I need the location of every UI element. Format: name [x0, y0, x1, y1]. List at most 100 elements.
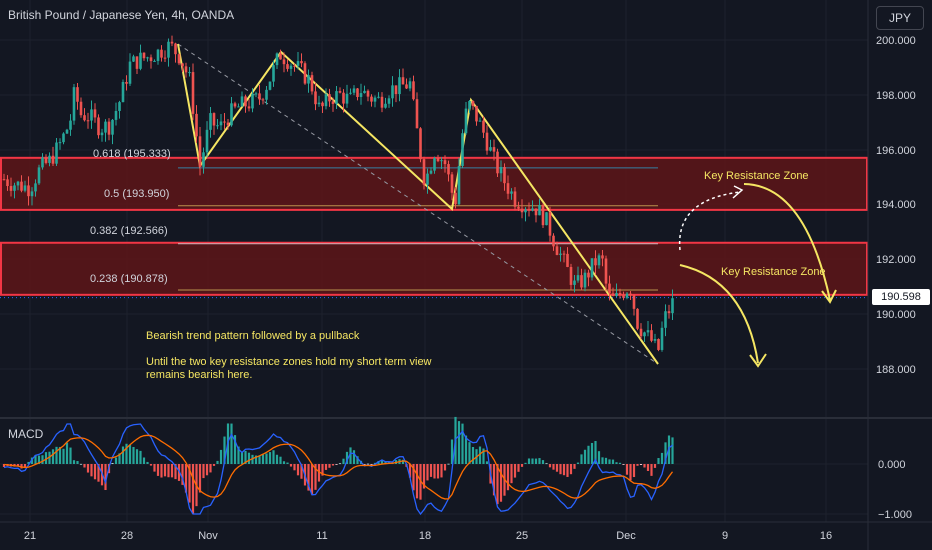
- candle-body: [422, 159, 426, 185]
- candle-body: [20, 181, 23, 191]
- macd-histogram-bar: [93, 464, 97, 480]
- time-axis-label: 11: [316, 530, 327, 542]
- macd-histogram-bar: [324, 464, 328, 470]
- macd-histogram-bar: [499, 464, 503, 502]
- candle-body: [534, 208, 538, 216]
- macd-histogram-bar: [555, 464, 559, 472]
- macd-histogram-bar: [580, 454, 583, 464]
- fib-label-05: 0.5 (193.950): [104, 188, 170, 200]
- macd-histogram-bar: [478, 446, 482, 464]
- candle-body: [503, 167, 506, 184]
- macd-histogram-bar: [646, 464, 650, 471]
- macd-histogram-bar: [464, 435, 468, 464]
- macd-histogram-bar: [541, 460, 545, 464]
- candle-body: [58, 142, 62, 144]
- projection-arrows: [678, 183, 837, 368]
- analysis-note: Bearish trend pattern followed by a pull…: [146, 330, 446, 382]
- macd-histogram-bar: [545, 463, 548, 465]
- fib-base-line: [177, 43, 659, 365]
- macd-histogram-bar: [517, 464, 520, 472]
- candle-body: [632, 295, 636, 309]
- macd-histogram-bar: [384, 461, 387, 464]
- macd-histogram-bar: [657, 458, 660, 464]
- candle-body: [184, 66, 188, 73]
- candle-body: [86, 120, 90, 122]
- candle-body: [433, 158, 436, 171]
- candle-body: [667, 311, 671, 314]
- macd-histogram-bar: [338, 463, 342, 465]
- macd-label: MACD: [8, 427, 44, 441]
- macd-histogram-bar: [118, 453, 121, 464]
- candle-body: [247, 106, 251, 109]
- candle-body: [44, 157, 48, 163]
- candle-body: [440, 160, 443, 162]
- candle-body: [303, 63, 307, 84]
- macd-panel: [0, 416, 932, 516]
- candle-body: [30, 191, 34, 197]
- candle-body: [475, 105, 478, 122]
- macd-line: [3, 423, 673, 516]
- macd-histogram-bar: [135, 449, 139, 464]
- macd-histogram-bar: [41, 455, 44, 464]
- macd-histogram-bar: [426, 464, 429, 481]
- time-axis-label: 25: [516, 530, 528, 542]
- candle-body: [447, 164, 450, 175]
- candle-body: [548, 212, 552, 236]
- candle-body: [219, 121, 223, 126]
- macd-histogram-bar: [531, 458, 534, 464]
- candle-body: [125, 81, 128, 84]
- candle-body: [653, 339, 657, 341]
- macd-histogram-bar: [111, 463, 114, 464]
- macd-histogram-bar: [202, 464, 205, 479]
- candle-body: [195, 113, 198, 137]
- candle-body: [240, 96, 244, 107]
- macd-histogram-bar: [34, 454, 37, 464]
- macd-histogram-bar: [79, 463, 83, 465]
- macd-histogram-bar: [114, 457, 118, 464]
- price-axis-label: 196.000: [876, 145, 916, 157]
- macd-histogram-bar: [188, 464, 191, 503]
- macd-histogram-bar: [559, 464, 562, 475]
- macd-histogram-bar: [233, 435, 237, 464]
- candle-body: [373, 97, 377, 102]
- candle-body: [177, 54, 181, 64]
- macd-histogram-bar: [121, 446, 125, 464]
- macd-histogram-bar: [51, 449, 55, 464]
- candle-body: [223, 121, 226, 123]
- candle-body: [328, 94, 331, 102]
- candle-body: [139, 52, 142, 69]
- candle-body: [121, 81, 125, 103]
- candle-body: [51, 155, 55, 164]
- macd-histogram-bar: [419, 464, 422, 500]
- candle-body: [639, 328, 643, 337]
- candle-body: [415, 99, 419, 129]
- macd-histogram-bar: [433, 464, 436, 479]
- currency-button[interactable]: JPY: [876, 6, 924, 30]
- candle-body: [307, 75, 310, 84]
- macd-histogram-bar: [594, 441, 597, 464]
- candle-body: [454, 192, 457, 205]
- macd-histogram-bar: [538, 458, 541, 464]
- candle-body: [104, 121, 107, 133]
- macd-histogram-bar: [261, 454, 265, 464]
- candle-body: [622, 295, 625, 298]
- time-axis-label: 9: [722, 530, 728, 542]
- candle-body: [244, 96, 247, 107]
- macd-histogram-bar: [149, 464, 153, 466]
- macd-histogram-bar: [450, 439, 454, 464]
- macd-histogram-bar: [86, 464, 90, 473]
- candle-body: [132, 56, 135, 62]
- macd-histogram-bar: [244, 450, 247, 464]
- candle-body: [324, 94, 328, 107]
- fibonacci-lines: [0, 43, 868, 365]
- macd-axis-label: −1.000: [878, 509, 912, 521]
- candle-body: [671, 298, 674, 314]
- candle-body: [590, 258, 594, 278]
- candle-body: [37, 167, 41, 184]
- candle-body: [93, 109, 97, 118]
- candle-body: [310, 75, 314, 92]
- macd-histogram-bar: [212, 464, 216, 466]
- macd-histogram-bar: [65, 442, 69, 464]
